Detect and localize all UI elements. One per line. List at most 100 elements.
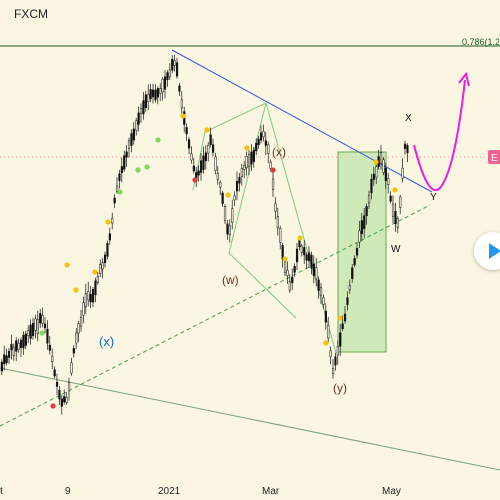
candle-body — [360, 220, 363, 235]
candle-body — [238, 177, 241, 184]
candle-body — [17, 342, 20, 350]
candle-body — [51, 355, 54, 362]
candle-body — [190, 153, 193, 161]
signal-dot-yellow — [282, 256, 288, 262]
candle-body — [118, 173, 121, 181]
candle-body — [77, 323, 80, 334]
candle-body — [108, 233, 111, 241]
candle-body — [87, 291, 90, 301]
wave-label-y: (y) — [333, 381, 347, 395]
candle-body — [55, 381, 59, 387]
candle-body — [331, 368, 335, 374]
candle-body — [89, 293, 92, 303]
candle-body — [139, 108, 143, 114]
candle-body — [211, 144, 215, 153]
candle-body — [187, 139, 191, 149]
candle-body — [197, 170, 200, 176]
candle-body — [144, 94, 147, 109]
wave-label-w: (w) — [222, 273, 239, 287]
candle-body — [60, 398, 63, 407]
candle-body — [312, 263, 315, 276]
candle-body — [91, 289, 95, 303]
candle-body — [204, 152, 207, 161]
candle-body — [329, 350, 332, 357]
candle-body — [319, 287, 323, 296]
x-tick-label: t — [0, 486, 3, 497]
candle-body — [396, 218, 399, 228]
candle-body — [39, 313, 42, 324]
signal-dot-red — [50, 403, 56, 409]
candle-body — [27, 330, 30, 336]
candle-body — [3, 354, 6, 365]
candle-body — [267, 144, 270, 155]
candle-body — [58, 389, 61, 400]
signal-dot-red — [192, 177, 198, 183]
candle-body — [46, 328, 49, 344]
candle-body — [375, 166, 378, 178]
candle-body — [75, 332, 78, 344]
play-button[interactable] — [474, 232, 500, 270]
candle-body — [283, 261, 287, 273]
candle-body — [115, 185, 119, 192]
candle-layer — [0, 54, 409, 415]
marker-layer — [39, 113, 398, 409]
wave-label-Y: Y — [430, 192, 437, 203]
candle-body — [293, 266, 296, 273]
signal-dot-green — [39, 330, 45, 336]
candle-body — [101, 262, 104, 270]
candle-body — [34, 318, 37, 331]
candle-body — [252, 149, 255, 163]
candle-body — [226, 223, 229, 235]
candle-body — [286, 269, 289, 276]
candle-body — [221, 192, 224, 204]
candle-body — [355, 248, 359, 256]
signal-dot-yellow — [64, 262, 70, 268]
candle-body — [103, 254, 107, 264]
candle-body — [175, 62, 179, 77]
candle-body — [106, 243, 109, 257]
candle-body — [171, 58, 174, 71]
candle-body — [216, 172, 219, 180]
candle-body — [300, 245, 303, 253]
wave-label-W: W — [391, 244, 401, 255]
candle-body — [365, 206, 368, 216]
wave-label-x-brown: (x) — [272, 145, 286, 159]
candle-body — [243, 165, 246, 170]
wave-label-X: X — [405, 113, 412, 124]
signal-dot-green — [117, 189, 123, 195]
resistance-trendline — [171, 49, 433, 193]
candle-body — [147, 93, 150, 102]
signal-dot-yellow — [244, 145, 250, 151]
candle-body — [214, 156, 217, 171]
candle-body — [130, 133, 133, 146]
candle-body — [391, 203, 395, 217]
candle-body — [111, 218, 114, 224]
candle-body — [406, 145, 409, 154]
fib-level-label: 0.786(1.2 — [462, 37, 500, 47]
candle-body — [317, 279, 320, 291]
signal-dot-yellow — [225, 192, 231, 198]
dashed-support-line — [0, 204, 431, 427]
price-marker-label: E — [491, 153, 498, 164]
candle-body — [48, 344, 51, 351]
candle-body — [288, 281, 291, 291]
candle-body — [276, 216, 279, 229]
candle-body — [178, 85, 181, 92]
candle-body — [94, 280, 97, 296]
candle-body — [96, 276, 99, 283]
candle-body — [166, 72, 169, 80]
signal-dot-green — [135, 167, 141, 173]
signal-dot-yellow — [105, 219, 111, 225]
candle-body — [394, 211, 397, 225]
candle-body — [199, 160, 203, 173]
candle-body — [233, 195, 236, 201]
candle-body — [22, 334, 25, 349]
candle-body — [173, 60, 176, 66]
candle-body — [19, 339, 23, 348]
candle-body — [341, 323, 344, 330]
lower-trendline — [0, 367, 500, 471]
candle-body — [269, 161, 272, 169]
candle-body — [159, 88, 162, 94]
